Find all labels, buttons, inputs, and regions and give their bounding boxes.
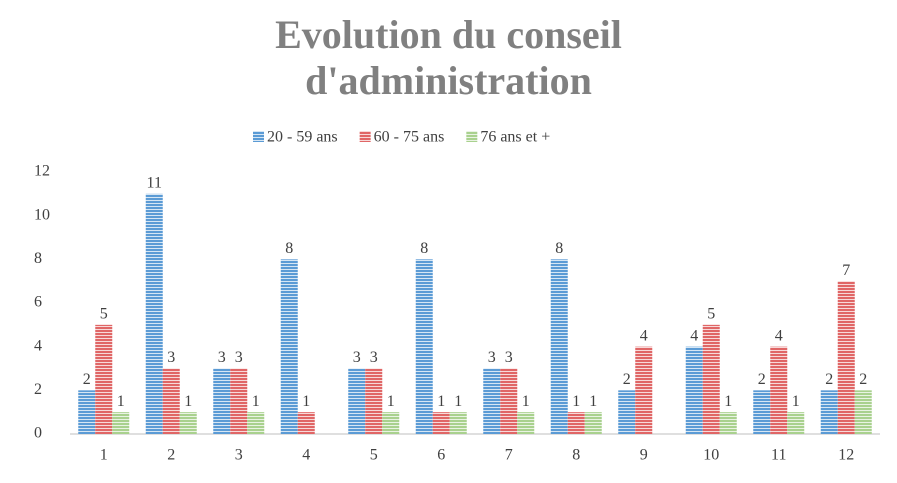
bar: [719, 412, 737, 434]
data-label: 3: [505, 349, 513, 366]
bar: [382, 412, 400, 434]
data-label: 11: [147, 175, 162, 192]
data-label: 3: [488, 349, 496, 366]
title-box: Evolution du conseil d'administration: [0, 12, 897, 104]
bar: [567, 412, 585, 434]
legend-label: 20 - 59 ans: [267, 129, 338, 146]
data-label: 1: [522, 393, 530, 410]
data-label: 1: [792, 393, 800, 410]
y-tick-label: 2: [34, 381, 42, 398]
y-tick-label: 10: [34, 206, 50, 223]
bar: [770, 346, 788, 434]
data-label: 1: [117, 393, 125, 410]
y-tick-label: 0: [34, 425, 42, 442]
bar: [837, 281, 855, 434]
bar: [702, 324, 720, 434]
bar: [415, 259, 433, 434]
data-label: 1: [454, 393, 462, 410]
bar: [179, 412, 197, 434]
bar: [365, 368, 383, 434]
bar: [162, 368, 180, 434]
x-tick-label: 5: [370, 447, 378, 464]
bar: [297, 412, 315, 434]
bar: [112, 412, 130, 434]
x-tick-label: 10: [703, 447, 719, 464]
bar: [78, 390, 96, 434]
data-label: 1: [184, 393, 192, 410]
y-tick-label: 6: [34, 294, 42, 311]
data-label: 8: [420, 240, 428, 257]
bar: [483, 368, 501, 434]
bar: [685, 346, 703, 434]
data-label: 2: [859, 371, 867, 388]
y-tick-label: 8: [34, 250, 42, 267]
data-label: 3: [370, 349, 378, 366]
chart-title: Evolution du conseil d'administration: [275, 12, 622, 103]
bar: [635, 346, 653, 434]
bar: [753, 390, 771, 434]
legend-swatch: [466, 131, 478, 142]
x-tick-label: 2: [167, 447, 175, 464]
bar: [787, 412, 805, 434]
data-label: 3: [235, 349, 243, 366]
data-label: 3: [353, 349, 361, 366]
data-label: 1: [572, 393, 580, 410]
data-label: 4: [690, 327, 698, 344]
x-tick-label: 6: [437, 447, 445, 464]
bar: [584, 412, 602, 434]
bar: [854, 390, 872, 434]
data-label: 4: [775, 327, 783, 344]
data-label: 3: [167, 349, 175, 366]
bar: [618, 390, 636, 434]
data-label: 2: [758, 371, 766, 388]
data-label: 1: [437, 393, 445, 410]
data-label: 5: [707, 306, 715, 323]
x-tick-label: 8: [572, 447, 580, 464]
x-tick-label: 9: [640, 447, 648, 464]
x-tick-label: 11: [771, 447, 786, 464]
data-label: 1: [724, 393, 732, 410]
bar: [820, 390, 838, 434]
x-tick-label: 4: [302, 447, 310, 464]
legend-swatch: [359, 131, 371, 142]
bar: [280, 259, 298, 434]
data-label: 7: [842, 262, 850, 279]
data-label: 5: [100, 306, 108, 323]
x-tick-label: 3: [235, 447, 243, 464]
bar: [500, 368, 518, 434]
data-label: 1: [387, 393, 395, 410]
bar: [348, 368, 366, 434]
bar: [95, 324, 113, 434]
data-label: 1: [252, 393, 260, 410]
bar: [213, 368, 231, 434]
bar: [247, 412, 265, 434]
data-label: 1: [589, 393, 597, 410]
legend-label: 60 - 75 ans: [374, 129, 445, 146]
y-tick-label: 12: [34, 163, 50, 180]
bar: [145, 193, 163, 434]
data-label: 2: [83, 371, 91, 388]
data-label: 8: [555, 240, 563, 257]
data-label: 3: [218, 349, 226, 366]
bar: [550, 259, 568, 434]
legend-swatch: [253, 131, 264, 142]
bar: [449, 412, 467, 434]
x-tick-label: 1: [100, 447, 108, 464]
data-label: 2: [825, 371, 833, 388]
data-label: 8: [285, 240, 293, 257]
bar: [230, 368, 248, 434]
data-label: 2: [623, 371, 631, 388]
bar: [432, 412, 450, 434]
y-tick-label: 4: [34, 337, 42, 354]
data-label: 1: [302, 393, 310, 410]
x-tick-label: 7: [505, 447, 513, 464]
legend-label: 76 ans et +: [480, 129, 550, 146]
data-label: 4: [640, 327, 648, 344]
x-tick-label: 12: [838, 447, 854, 464]
bar: [517, 412, 535, 434]
